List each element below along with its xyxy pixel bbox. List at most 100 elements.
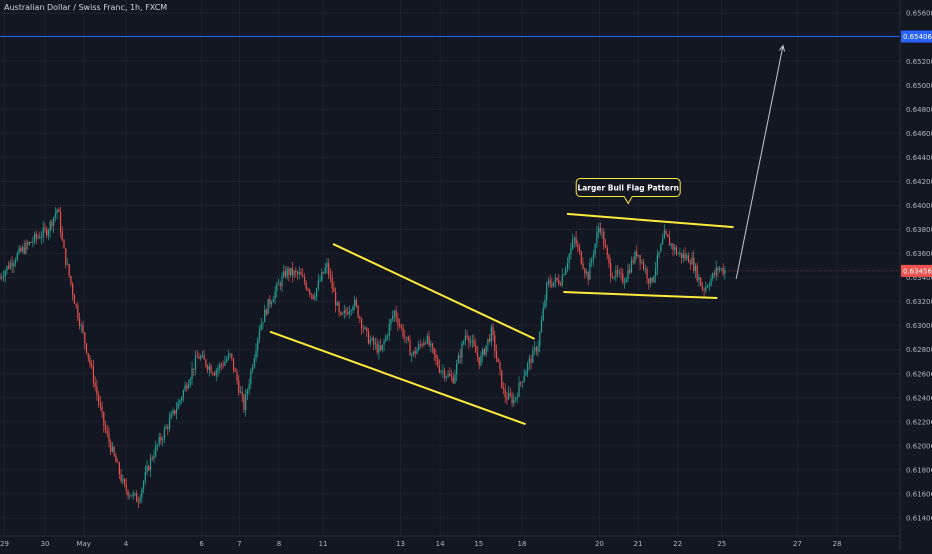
candle-body [444,370,446,378]
candle-body [125,484,127,491]
candle-body [284,271,287,277]
candle-body [326,263,328,268]
candle-body [239,391,242,393]
candle-body [35,233,37,238]
candle-body [618,272,620,274]
candle-body [686,255,688,259]
drawings[interactable]: Larger Bull Flag Pattern [0,36,900,426]
candle-body [158,437,160,445]
candle-body [329,274,332,278]
candle-body [535,347,537,352]
candle-body [533,347,536,350]
candle-body [608,254,610,264]
candle-body [397,318,399,325]
candle-body [265,309,268,315]
candle-body [393,310,396,316]
candle-body [580,251,582,264]
candle-body [665,230,667,235]
candle-body [663,230,665,239]
candle-body [127,490,129,496]
candle-body [6,266,8,272]
candle-body [322,272,325,274]
candle-body [556,277,558,281]
trendline-flag-upper[interactable] [566,212,734,229]
candle-body [471,340,473,342]
candle-body [537,346,539,352]
candle-body [291,267,293,276]
candle-body [655,268,657,277]
candle-body [610,263,612,278]
candle-body [454,374,456,384]
candle-body [113,446,115,456]
candle-body [129,495,131,497]
candle-body [660,244,662,252]
candle-body [492,326,494,336]
candle-body [101,406,103,412]
candle-body [613,277,615,278]
candle-body [96,386,98,395]
candle-body [561,275,563,286]
candle-body [68,264,70,276]
candle-body [324,267,326,274]
candle-body [677,253,679,255]
candle-body [312,294,314,299]
candle-body [295,270,297,272]
candle-body [110,442,112,452]
candle-body [271,302,273,305]
candle-body [592,254,594,260]
candle-body [644,268,646,270]
candle-body [117,462,119,464]
candle-body [314,296,316,299]
candle-body [399,324,401,326]
projection-arrow-head [778,44,785,52]
candle-body [44,227,46,229]
candle-body [553,282,555,287]
candle-body [416,349,418,355]
candle-body [220,364,223,366]
candle-body [715,267,717,275]
candle-body [488,338,491,342]
candle-body [705,286,707,291]
trendline-channel-lower[interactable] [269,330,526,426]
candle-body [118,462,120,475]
candle-body [179,400,181,403]
candle-body [283,271,285,277]
candle-body [226,359,228,362]
candle-body [175,409,178,414]
candle-body [594,243,596,255]
candle-body [262,322,264,324]
candle-body [130,495,133,497]
alert-price-label: 0.65406 [903,33,932,41]
candle-body [682,254,684,258]
candle-body [9,262,11,269]
candle-body [258,330,261,339]
candle-body [452,377,454,384]
candle-body [338,302,340,312]
trendline-flag-lower[interactable] [563,291,718,300]
candle-body [558,280,560,285]
candle-body [357,305,359,318]
candle-body [383,341,385,345]
candle-body [72,284,74,295]
trendline-channel-upper[interactable] [332,243,536,340]
x-tick-label: 30 [41,540,50,548]
alert-price-tag [901,30,932,43]
candle-body [578,247,581,252]
candle-body [201,355,204,357]
candle-body [134,493,136,494]
candle-body [469,341,472,343]
candle-body [75,303,77,306]
candle-body [91,363,93,367]
candle-body [421,344,423,346]
candle-body [625,278,627,283]
candle-body [667,234,669,238]
projection-arrow[interactable] [735,45,784,279]
callout-text: Larger Bull Flag Pattern [577,183,679,192]
